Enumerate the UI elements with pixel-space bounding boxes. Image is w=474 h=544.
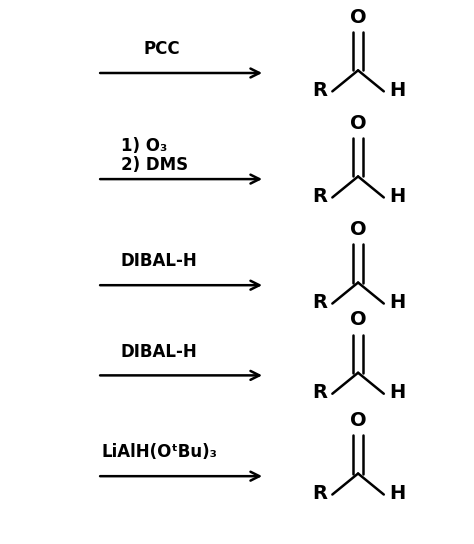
Text: DIBAL-H: DIBAL-H bbox=[120, 252, 197, 270]
Text: H: H bbox=[389, 293, 406, 312]
Text: R: R bbox=[312, 81, 327, 100]
Text: O: O bbox=[350, 411, 366, 430]
Text: H: H bbox=[389, 383, 406, 402]
Text: 1) O₃: 1) O₃ bbox=[120, 137, 167, 154]
Text: R: R bbox=[312, 187, 327, 206]
Text: O: O bbox=[350, 220, 366, 239]
Text: 2) DMS: 2) DMS bbox=[120, 156, 188, 174]
Text: R: R bbox=[312, 293, 327, 312]
Text: LiAlH(OᵗBu)₃: LiAlH(OᵗBu)₃ bbox=[102, 443, 218, 461]
Text: H: H bbox=[389, 187, 406, 206]
Text: O: O bbox=[350, 8, 366, 27]
Text: H: H bbox=[389, 484, 406, 503]
Text: DIBAL-H: DIBAL-H bbox=[120, 343, 197, 361]
Text: H: H bbox=[389, 81, 406, 100]
Text: R: R bbox=[312, 383, 327, 402]
Text: R: R bbox=[312, 484, 327, 503]
Text: O: O bbox=[350, 114, 366, 133]
Text: PCC: PCC bbox=[144, 40, 181, 58]
Text: O: O bbox=[350, 310, 366, 329]
